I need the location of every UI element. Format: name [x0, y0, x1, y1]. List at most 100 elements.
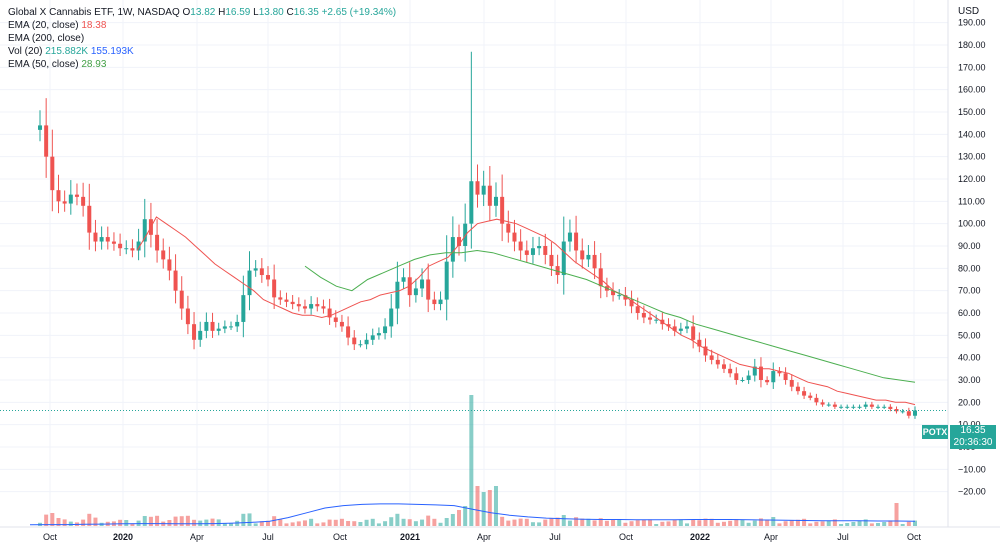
candle-body — [469, 181, 474, 224]
candle-body — [746, 375, 751, 380]
candle-body — [580, 250, 585, 260]
legend-high-label: H — [218, 7, 226, 18]
volume-bar — [56, 518, 61, 526]
volume-bar — [697, 520, 702, 526]
volume-bar — [118, 519, 123, 526]
volume-bar — [321, 522, 326, 526]
volume-bar — [678, 519, 683, 526]
time-tick-label: Apr — [190, 532, 204, 542]
volume-bar — [795, 519, 800, 526]
candle-body — [672, 326, 677, 331]
volume-bar — [179, 516, 184, 526]
candle-body — [87, 205, 92, 233]
candle-body — [136, 241, 141, 251]
candle-body — [426, 279, 431, 300]
candle-body — [339, 321, 344, 327]
legend-close-label: C — [286, 7, 294, 18]
volume-bar — [857, 521, 862, 526]
candle-body — [888, 406, 893, 410]
candle-body — [309, 304, 314, 309]
legend-ema20-row[interactable]: EMA (20, close) 18.38 — [8, 19, 396, 32]
volume-bar — [50, 513, 55, 526]
volume-bar — [783, 521, 788, 526]
volume-bar — [413, 521, 418, 526]
legend-title: Global X Cannabis ETF, 1W, NASDAQ — [8, 7, 180, 18]
candle-body — [715, 359, 720, 365]
legend-volume-label: Vol (20) — [8, 46, 43, 57]
price-tick-label: 50.00 — [958, 330, 981, 340]
candle-body — [524, 250, 529, 255]
candle-body — [771, 371, 776, 383]
volume-bar — [592, 520, 597, 526]
candle-body — [457, 237, 462, 246]
volume-bar — [512, 519, 517, 526]
time-tick-label: Apr — [477, 532, 491, 542]
volume-bar — [518, 518, 523, 526]
time-tick-label: Jul — [549, 532, 561, 542]
volume-bar — [506, 520, 511, 526]
volume-bar — [549, 518, 554, 526]
volume-bar — [457, 510, 462, 526]
legend-ema50-row[interactable]: EMA (50, close) 28.93 — [8, 58, 396, 71]
volume-bar — [309, 518, 314, 526]
ema20-line — [136, 216, 916, 406]
candle-body — [777, 371, 782, 374]
symbol-price-tag: POTX — [922, 425, 948, 439]
candle-body — [364, 339, 369, 345]
volume-bar — [204, 519, 209, 526]
currency-label[interactable]: USD — [958, 6, 980, 17]
volume-bar — [407, 519, 412, 526]
candle-body — [389, 308, 394, 327]
price-tick-label: 190.00 — [958, 18, 986, 28]
volume-bar — [81, 519, 86, 526]
candle-body — [845, 406, 850, 408]
volume-bar — [758, 518, 763, 526]
candle-body — [204, 321, 209, 331]
volume-bar — [346, 521, 351, 526]
legend-close: 16.35 — [293, 7, 319, 18]
candle-body — [432, 299, 437, 305]
candle-body — [876, 406, 881, 408]
volume-bar — [672, 519, 677, 526]
last-price-box: 16.35 20:36:30 — [950, 425, 996, 449]
candle-body — [481, 185, 486, 195]
candle-body — [111, 241, 116, 244]
candle-body — [820, 402, 825, 405]
candle-body — [179, 290, 184, 309]
volume-bar — [555, 517, 560, 526]
candle-body — [346, 326, 351, 338]
price-tick-label: 170.00 — [958, 62, 986, 72]
volume-bar — [814, 521, 819, 526]
price-tick-label: 150.00 — [958, 107, 986, 117]
volume-bar — [598, 518, 603, 526]
volume-bar — [839, 524, 844, 526]
candle-body — [894, 409, 899, 412]
price-tick-label: 20.00 — [958, 397, 981, 407]
volume-bar — [142, 516, 147, 526]
volume-bar — [389, 517, 394, 526]
candle-body — [56, 190, 61, 202]
volume-bar — [487, 490, 492, 526]
candle-body — [869, 404, 874, 407]
candle-body — [648, 317, 653, 320]
time-tick-label: Oct — [333, 532, 348, 542]
candle-body — [142, 219, 147, 242]
volume-bar — [740, 520, 745, 526]
legend-volume-row[interactable]: Vol (20) 215.882K 155.193K — [8, 45, 396, 58]
volume-bar — [623, 522, 628, 526]
legend-ema200-row[interactable]: EMA (200, close) — [8, 32, 396, 45]
candle-body — [721, 364, 726, 369]
legend-ema50-label: EMA (50, close) — [8, 59, 79, 70]
volume-bar — [721, 521, 726, 526]
volume-bar — [500, 516, 505, 526]
legend-volume-value: 215.882K — [45, 46, 89, 57]
candle-body — [567, 232, 572, 242]
candle-body — [265, 275, 270, 280]
candle-body — [161, 250, 166, 260]
legend-low: 13.80 — [258, 7, 284, 18]
candle-body — [68, 194, 73, 204]
legend-open: 13.82 — [190, 7, 216, 18]
price-tick-label: 80.00 — [958, 263, 981, 273]
price-tick-label: 70.00 — [958, 286, 981, 296]
